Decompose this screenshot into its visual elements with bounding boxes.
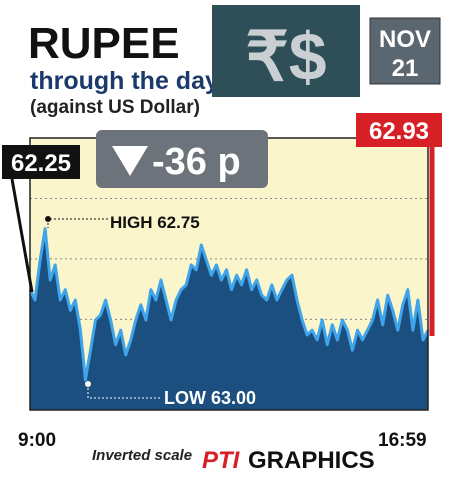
date-box xyxy=(369,17,441,85)
low-label: LOW 63.00 xyxy=(164,388,256,408)
date-day: 21 xyxy=(392,55,419,82)
open-pointer xyxy=(10,178,34,293)
credit-mark: PTI xyxy=(202,447,241,474)
date-month: NOV xyxy=(379,26,431,53)
change-box xyxy=(96,130,268,188)
low-leader xyxy=(87,384,162,399)
logo-symbols: ₹$ xyxy=(245,19,326,95)
open-box xyxy=(2,145,80,179)
high-leader xyxy=(47,218,108,228)
x-end-label: 16:59 xyxy=(378,430,427,451)
note: (against US Dollar) xyxy=(30,97,200,118)
x-start-label: 9:00 xyxy=(18,430,56,451)
scale-note: Inverted scale xyxy=(92,447,192,464)
logo-image xyxy=(212,5,360,97)
down-triangle xyxy=(112,146,148,176)
line xyxy=(28,227,430,382)
close-box xyxy=(356,113,442,147)
subtitle: through the day xyxy=(30,67,219,95)
change: -36 p xyxy=(152,141,241,183)
credit-text: GRAPHICS xyxy=(248,447,375,474)
area xyxy=(30,228,428,410)
high-label: HIGH 62.75 xyxy=(110,213,200,232)
chart-title: RUPEE xyxy=(28,19,180,68)
close-label: 62.93 xyxy=(369,118,429,145)
open-label: 62.25 xyxy=(11,150,71,177)
